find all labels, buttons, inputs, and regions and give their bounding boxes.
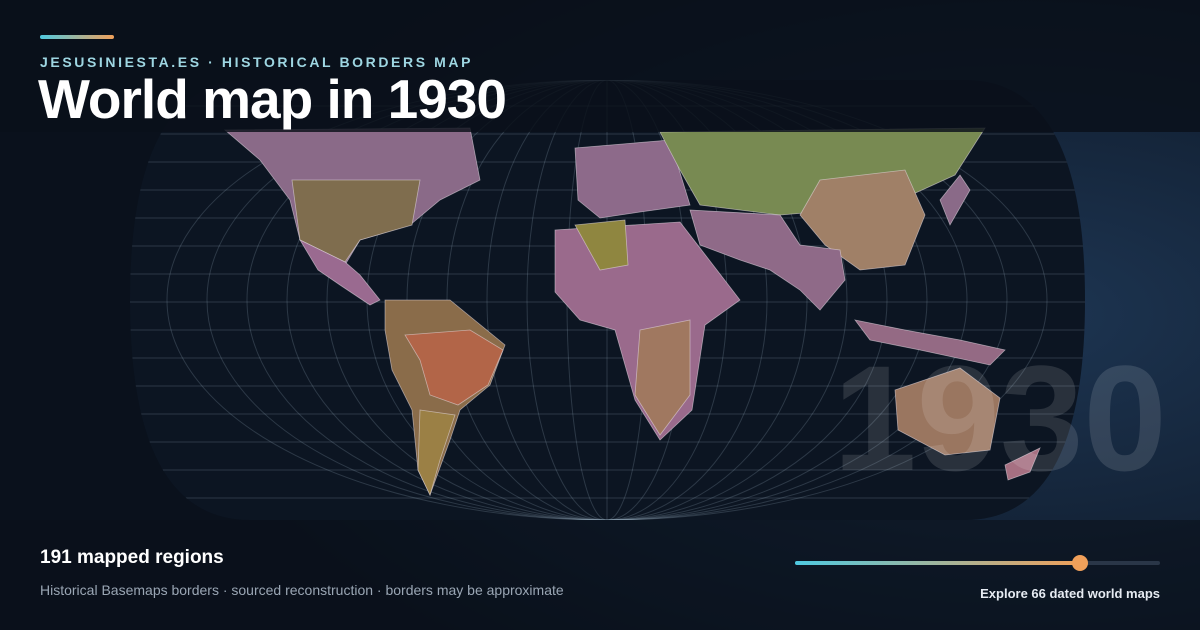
southern-africa — [634, 319, 691, 436]
slider-fill — [795, 561, 1080, 565]
japan — [939, 174, 971, 226]
title: World map in 1930 — [38, 68, 506, 130]
south-asia — [689, 209, 846, 311]
argentina — [417, 409, 456, 497]
accent-bar — [40, 35, 114, 39]
map — [130, 80, 1085, 520]
slider-handle — [1072, 555, 1088, 571]
brazil — [404, 329, 504, 406]
new-zealand — [1004, 447, 1041, 481]
region-count: 191 mapped regions — [40, 547, 224, 568]
algeria — [574, 219, 629, 271]
china — [799, 169, 926, 271]
australia — [894, 367, 1001, 456]
source-note: Historical Basemaps borders · sourced re… — [40, 582, 564, 598]
footer-band — [0, 520, 1200, 630]
indonesia — [854, 319, 1006, 366]
kicker: JESUSINIESTA.ES · HISTORICAL BORDERS MAP — [40, 54, 473, 70]
header-band — [0, 0, 1200, 132]
explore-link: Explore 66 dated world maps — [980, 586, 1160, 601]
central-america — [298, 239, 381, 306]
year-watermark: 1930 — [833, 334, 1167, 502]
